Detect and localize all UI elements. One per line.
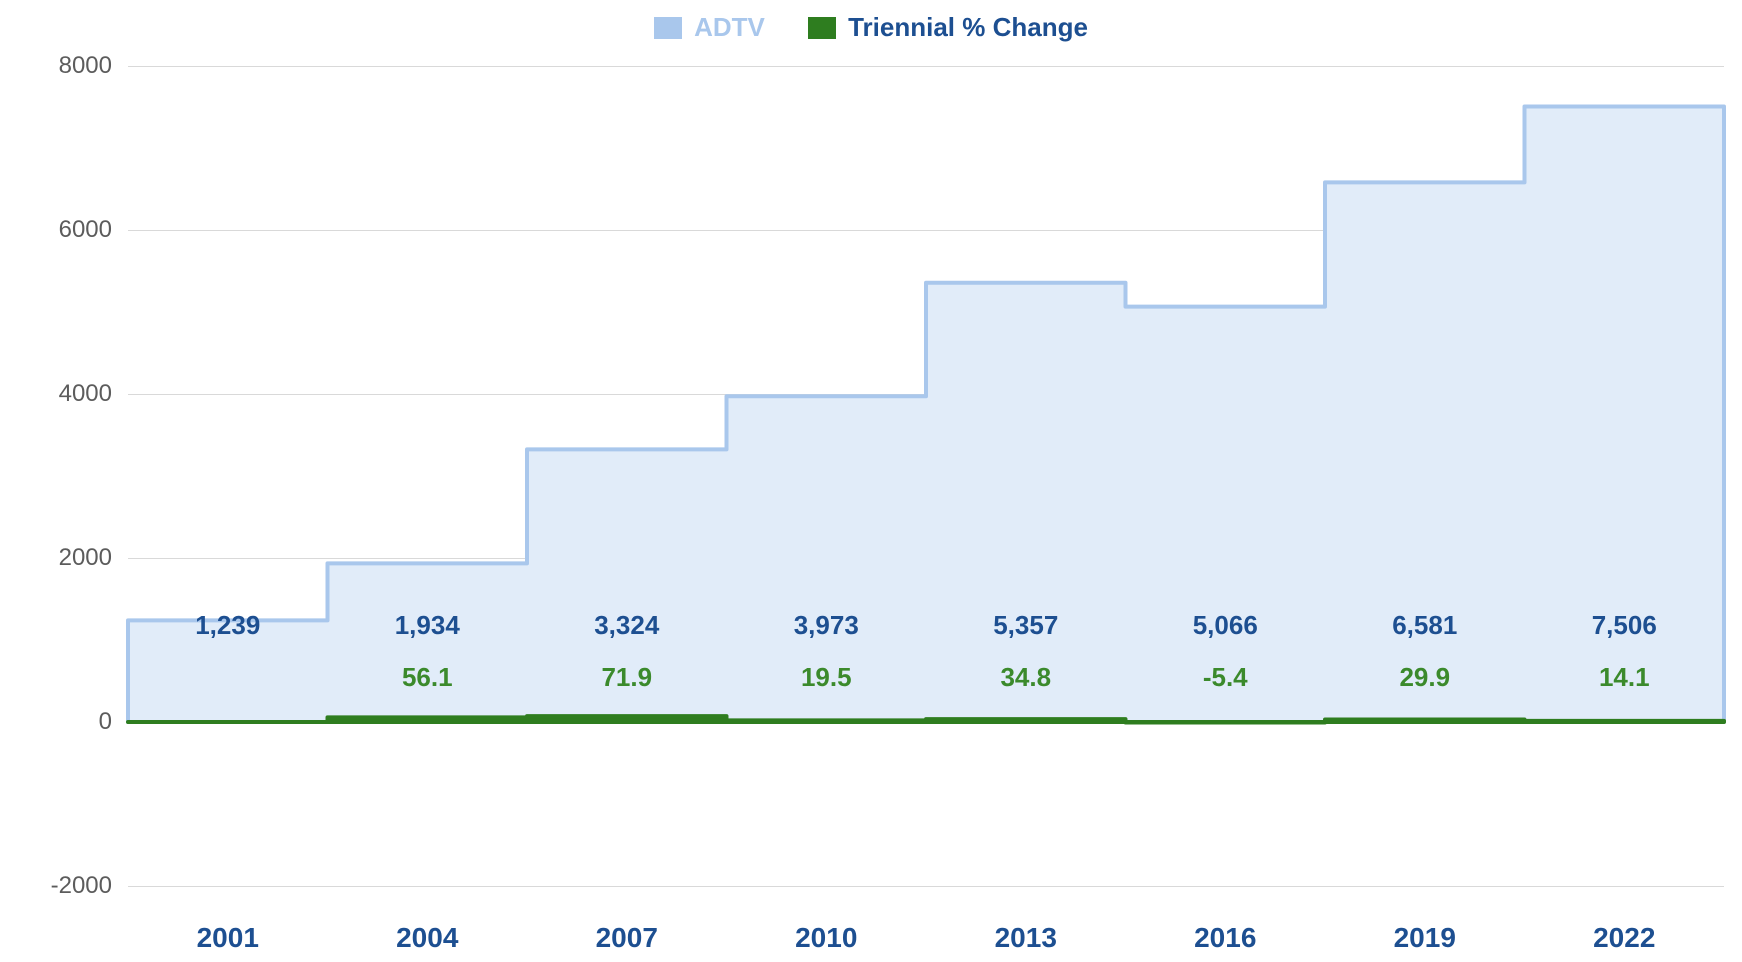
legend: ADTV Triennial % Change	[0, 12, 1742, 46]
triennial-value-label: -5.4	[1203, 662, 1248, 693]
x-tick-label: 2007	[596, 922, 658, 954]
y-tick-label: 2000	[12, 544, 112, 572]
adtv-value-label: 7,506	[1592, 610, 1657, 641]
x-tick-label: 2001	[197, 922, 259, 954]
adtv-value-label: 1,934	[395, 610, 460, 641]
gridline	[128, 886, 1724, 887]
legend-label-triennial: Triennial % Change	[848, 12, 1088, 43]
y-tick-label: -2000	[12, 872, 112, 900]
adtv-value-label: 6,581	[1392, 610, 1457, 641]
y-tick-label: 8000	[12, 52, 112, 80]
legend-item-adtv: ADTV	[654, 12, 765, 43]
y-tick-label: 0	[12, 708, 112, 736]
series-area	[128, 66, 1724, 886]
adtv-value-label: 5,357	[993, 610, 1058, 641]
triennial-value-label: 29.9	[1399, 662, 1450, 693]
x-tick-label: 2013	[995, 922, 1057, 954]
y-tick-label: 6000	[12, 216, 112, 244]
legend-label-adtv: ADTV	[694, 12, 765, 43]
triennial-value-label: 14.1	[1599, 662, 1650, 693]
triennial-value-label: 56.1	[402, 662, 453, 693]
adtv-value-label: 3,973	[794, 610, 859, 641]
legend-swatch-adtv	[654, 17, 682, 39]
triennial-value-label: 19.5	[801, 662, 852, 693]
adtv-value-label: 1,239	[195, 610, 260, 641]
legend-swatch-triennial	[808, 17, 836, 39]
triennial-value-label: 71.9	[601, 662, 652, 693]
x-tick-label: 2004	[396, 922, 458, 954]
adtv-value-label: 5,066	[1193, 610, 1258, 641]
adtv-value-label: 3,324	[594, 610, 659, 641]
triennial-value-label: 34.8	[1000, 662, 1051, 693]
chart-container: ADTV Triennial % Change -2000 0 2000 4000 60…	[0, 0, 1742, 962]
plot-area: -20000200040006000800056.171.919.534.8-5…	[128, 66, 1724, 886]
y-tick-label: 4000	[12, 380, 112, 408]
x-tick-label: 2016	[1194, 922, 1256, 954]
x-tick-label: 2010	[795, 922, 857, 954]
x-tick-label: 2019	[1394, 922, 1456, 954]
x-tick-label: 2022	[1593, 922, 1655, 954]
legend-item-triennial: Triennial % Change	[808, 12, 1088, 43]
